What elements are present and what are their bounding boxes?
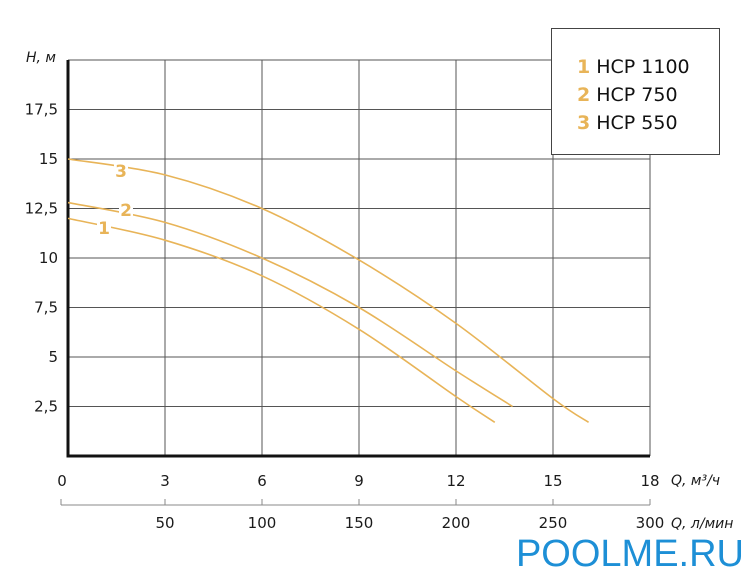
x-secondary-tick-label: 50 (155, 514, 174, 532)
tick-labels: 0 3 6 9 12 15 18 50 100 150 200 250 300 2,5 5 7,5 10 12,5… (25, 101, 665, 533)
x-secondary-tick-label: 100 (248, 514, 277, 532)
legend-label: HCP 1100 (596, 56, 690, 78)
curve-label-1: 1 (98, 219, 110, 239)
x-secondary-tick-label: 300 (636, 514, 665, 532)
legend-item-3: 3 HCP 550 (577, 109, 719, 137)
y-tick-label: 5 (48, 348, 58, 366)
y-tick-label: 10 (39, 249, 58, 267)
curve-1 (67, 217, 496, 424)
y-tick-label: 7,5 (34, 299, 58, 317)
x-secondary-tick-label: 150 (345, 514, 374, 532)
y-tick-label: 2,5 (34, 398, 58, 416)
legend-label: HCP 550 (596, 112, 678, 134)
legend-label: HCP 750 (596, 84, 678, 106)
x-tick-label: 0 (57, 472, 67, 490)
y-tick-label: 15 (39, 150, 58, 168)
legend: 1 HCP 1100 2 HCP 750 3 HCP 550 (551, 28, 720, 155)
y-tick-label: 12,5 (25, 200, 58, 218)
y-axis-title: H, м (26, 50, 56, 66)
curve-label-3: 3 (115, 162, 127, 182)
legend-item-1: 1 HCP 1100 (577, 53, 719, 81)
x-tick-label: 15 (543, 472, 562, 490)
x-tick-label: 12 (446, 472, 465, 490)
watermark: POOLME.RU (515, 533, 744, 575)
curve-2 (67, 201, 514, 408)
axes (60, 60, 651, 506)
curve-label-2: 2 (120, 201, 132, 221)
x-tick-label: 9 (354, 472, 364, 490)
curve-labels: 12 3 (97, 162, 133, 239)
x-axis-title-lmin: Q, л/мин (671, 516, 733, 532)
x-secondary-tick-label: 200 (442, 514, 471, 532)
performance-curves (67, 158, 590, 424)
legend-number: 1 (577, 56, 591, 78)
x-axis-title-m3h: Q, м³/ч (671, 473, 720, 489)
x-tick-label: 6 (257, 472, 267, 490)
x-secondary-tick-label: 250 (539, 514, 568, 532)
legend-number: 2 (577, 84, 591, 106)
x-tick-label: 18 (640, 472, 659, 490)
curve-3 (67, 158, 590, 424)
legend-number: 3 (577, 112, 591, 134)
y-tick-label: 17,5 (25, 101, 58, 119)
x-tick-label: 3 (160, 472, 170, 490)
legend-item-2: 2 HCP 750 (577, 81, 719, 109)
